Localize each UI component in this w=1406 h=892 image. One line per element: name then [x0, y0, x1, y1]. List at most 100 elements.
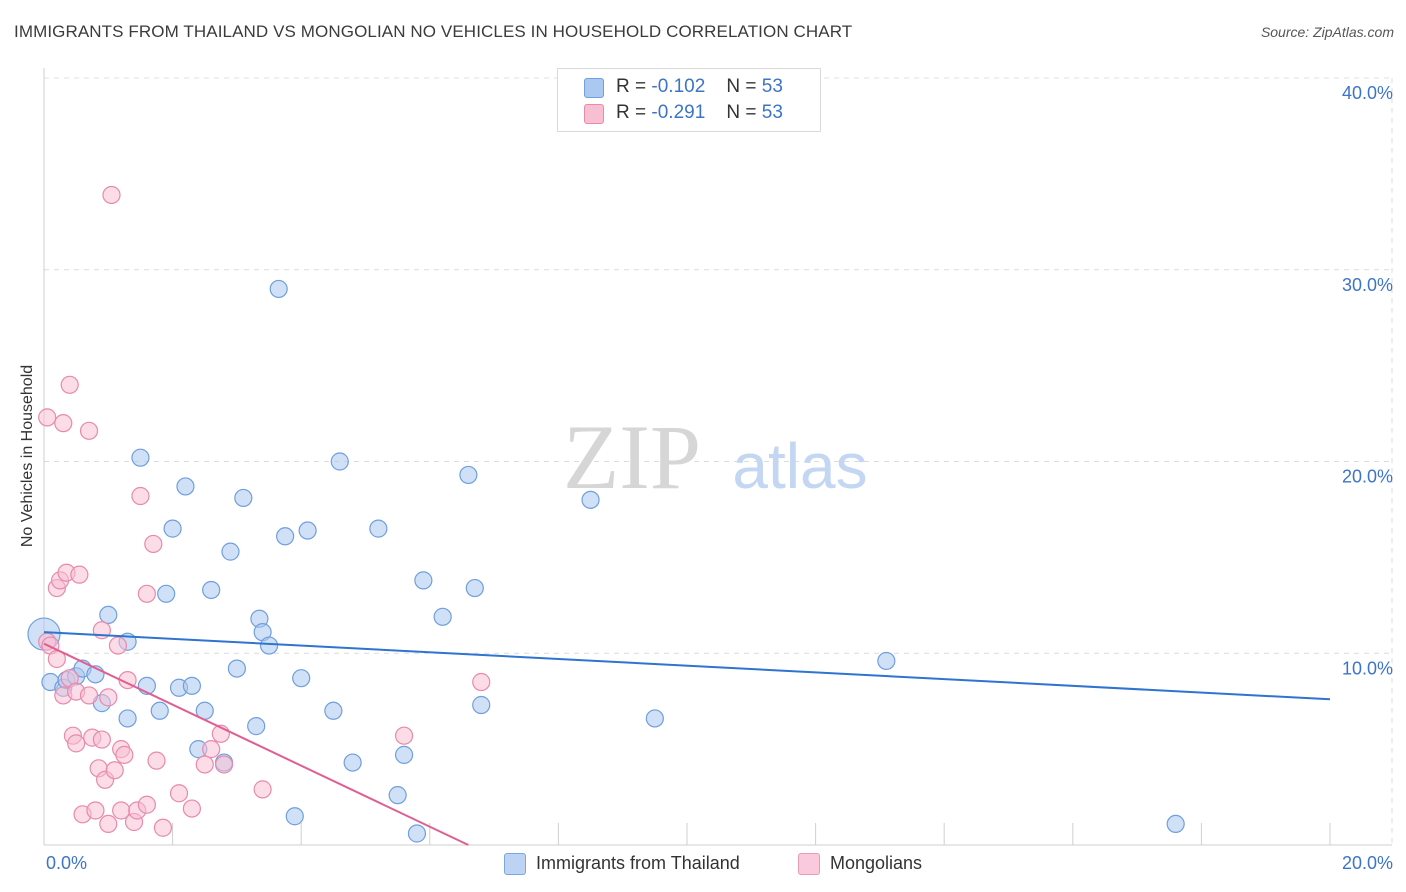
point-thailand	[163, 519, 182, 538]
point-mongolian	[147, 751, 166, 770]
point-thailand	[176, 477, 195, 496]
axes	[43, 68, 1392, 846]
point-mongolian	[86, 801, 105, 820]
watermark-zip: ZIP	[563, 406, 701, 508]
point-thailand	[298, 521, 317, 540]
point-mongolian	[38, 408, 57, 427]
point-mongolian	[182, 799, 201, 818]
point-thailand	[407, 824, 427, 843]
correlation-legend: R = -0.102 N = 53 R = -0.291 N = 53	[557, 68, 821, 132]
point-mongolian	[67, 734, 86, 753]
point-thailand	[330, 452, 349, 471]
trend-line-thailand	[43, 631, 1331, 701]
point-thailand	[388, 786, 407, 805]
point-thailand	[877, 651, 896, 671]
chart-title: IMMIGRANTS FROM THAILAND VS MONGOLIAN NO…	[14, 22, 853, 41]
legend-r-value: -0.102	[651, 76, 706, 97]
point-thailand	[234, 488, 253, 508]
point-mongolian	[79, 686, 99, 705]
legend-n-value: 53	[761, 102, 783, 123]
trend-line-mongolian	[43, 642, 469, 846]
bottom-legend-swatch-mongolians	[798, 853, 820, 875]
y-tick-label: 40.0%	[1342, 83, 1393, 103]
point-thailand	[157, 584, 176, 603]
bottom-legend-label-mongolians: Mongolians	[830, 853, 923, 873]
point-mongolian	[105, 761, 124, 780]
point-mongolian	[394, 726, 414, 745]
point-mongolian	[214, 755, 234, 774]
bottom-legend-label-thailand: Immigrants from Thailand	[536, 853, 740, 873]
legend-r-label: R =	[616, 102, 647, 123]
point-mongolian	[70, 565, 89, 584]
point-mongolian	[131, 486, 150, 506]
point-mongolian	[137, 584, 156, 603]
point-thailand	[259, 636, 279, 655]
y-tick-label: 30.0%	[1342, 275, 1393, 295]
watermark-atlas: atlas	[732, 430, 867, 502]
trend-lines	[43, 631, 1331, 846]
legend-r-value: -0.291	[651, 102, 706, 123]
point-thailand	[465, 578, 484, 598]
point-mongolian	[169, 784, 189, 803]
legend-n-label: N =	[726, 102, 757, 123]
chart-source: Source: ZipAtlas.com	[1260, 24, 1394, 40]
point-mongolian	[472, 672, 491, 692]
point-thailand	[227, 659, 246, 678]
point-thailand	[369, 519, 388, 538]
point-thailand	[433, 607, 452, 626]
legend-n-label: N =	[726, 76, 757, 97]
y-axis-label: No Vehicles in Household	[19, 364, 36, 548]
point-thailand	[292, 669, 311, 688]
point-mongolian	[137, 795, 156, 814]
legend-r-label: R =	[616, 76, 647, 97]
bottom-legend-thailand: Immigrants from Thailand	[504, 852, 784, 876]
point-mongolian	[115, 745, 134, 764]
point-thailand	[394, 745, 414, 764]
point-mongolian	[99, 814, 118, 834]
point-thailand	[269, 279, 288, 299]
point-thailand	[202, 580, 221, 600]
point-mongolian	[153, 818, 173, 837]
point-thailand	[324, 701, 343, 720]
point-thailand	[118, 709, 137, 728]
legend-swatch-mongolians	[584, 104, 604, 124]
point-thailand	[459, 465, 478, 485]
point-thailand	[414, 571, 433, 590]
point-thailand	[581, 490, 600, 509]
point-thailand	[182, 676, 201, 695]
point-mongolian	[54, 414, 73, 433]
point-thailand	[99, 605, 118, 625]
point-mongolian	[253, 780, 272, 799]
legend-n-value: 53	[761, 76, 783, 97]
legend-swatch-thailand	[584, 78, 604, 98]
point-mongolian	[102, 185, 121, 205]
point-thailand	[645, 709, 664, 728]
y-tick-label: 10.0%	[1342, 658, 1393, 678]
x-tick-label: 0.0%	[46, 853, 87, 873]
point-thailand	[1166, 814, 1185, 834]
point-thailand	[472, 695, 491, 715]
point-thailand	[150, 701, 169, 720]
point-thailand	[276, 527, 295, 546]
point-mongolian	[144, 534, 163, 554]
point-thailand	[343, 753, 362, 772]
point-mongolian	[202, 740, 221, 759]
point-thailand	[285, 807, 304, 826]
x-tick-label: 20.0%	[1342, 853, 1393, 873]
grid-lines	[44, 77, 1393, 845]
bottom-legend-swatch-thailand	[504, 853, 526, 875]
data-points	[27, 185, 1185, 843]
point-mongolian	[92, 730, 111, 749]
point-thailand	[221, 542, 240, 561]
point-thailand	[247, 717, 266, 736]
tick-labels: 10.0% 20.0% 30.0% 40.0% 0.0% 20.0%	[46, 83, 1393, 873]
y-tick-label: 20.0%	[1342, 467, 1393, 487]
point-mongolian	[99, 688, 118, 707]
point-mongolian	[108, 636, 128, 655]
point-mongolian	[195, 755, 214, 774]
point-mongolian	[60, 375, 79, 394]
bottom-legend-mongolians: Mongolians	[798, 852, 958, 876]
point-thailand	[131, 448, 150, 467]
point-mongolian	[79, 421, 99, 440]
